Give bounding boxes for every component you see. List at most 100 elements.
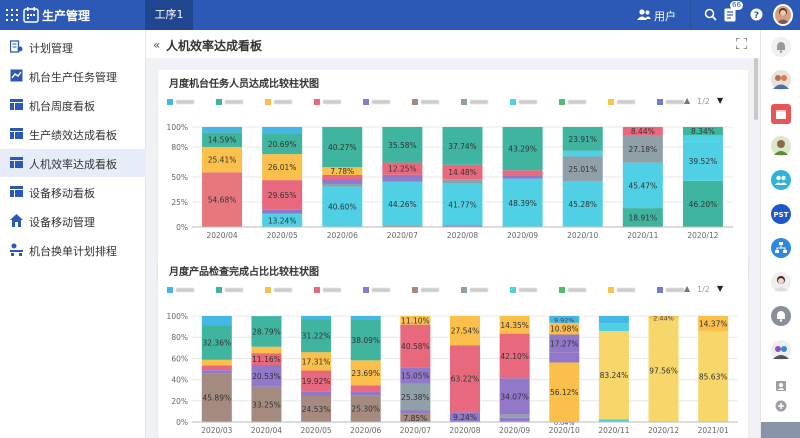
tab-process-1[interactable]: 工序1 <box>145 0 193 30</box>
add-icon[interactable] <box>771 396 791 416</box>
legend-item[interactable] <box>412 97 439 107</box>
bar-segment <box>442 127 483 165</box>
y-tick-label: 50% <box>171 173 188 182</box>
bar-segment <box>262 213 303 227</box>
pst-badge[interactable]: PST <box>771 204 791 224</box>
legend-prev-icon[interactable]: ▲ <box>684 96 691 105</box>
notification-doc-icon[interactable] <box>724 8 736 22</box>
data-label: 23.69% <box>351 369 380 378</box>
legend-item[interactable] <box>559 285 586 295</box>
legend-item[interactable] <box>461 97 488 107</box>
legend-item[interactable] <box>608 285 635 295</box>
x-tick-label: 2020/11 <box>627 231 658 240</box>
legend-item[interactable] <box>461 285 488 295</box>
sidebar-item-changeover-schedule[interactable]: 机台换单计划排程 <box>0 236 146 264</box>
contact-avatar[interactable] <box>771 272 791 292</box>
legend-item[interactable] <box>216 285 243 295</box>
bar-segment <box>301 316 332 320</box>
user-label[interactable]: 用户 <box>654 10 676 23</box>
legend-item[interactable] <box>216 97 243 107</box>
sidebar-item-machine-weekly-board[interactable]: 机台周度看板 <box>0 91 146 119</box>
bar-segment <box>400 410 431 414</box>
bar-segment <box>682 127 723 136</box>
sidebar-item-machine-task[interactable]: 机台生产任务管理 <box>0 62 146 90</box>
legend-item[interactable] <box>608 97 635 107</box>
legend-item[interactable] <box>314 285 341 295</box>
data-label: 7.78% <box>330 167 354 176</box>
legend-item[interactable] <box>412 285 439 295</box>
sidebar-item-device-move-board[interactable]: 设备移动看板 <box>0 178 146 206</box>
legend-label-blurred <box>225 99 243 104</box>
bar-segment <box>301 352 332 371</box>
legend-item[interactable] <box>657 285 684 295</box>
y-tick-label: 60% <box>171 354 188 363</box>
data-label: 32.36% <box>203 339 232 348</box>
user-avatar[interactable] <box>773 4 793 26</box>
apps-grid-icon[interactable] <box>6 9 18 21</box>
y-tick-label: 40% <box>171 376 188 385</box>
person-card-icon[interactable] <box>771 376 791 396</box>
legend-prev-icon[interactable]: ▲ <box>684 284 691 293</box>
x-tick-label: 2020/12 <box>648 426 679 435</box>
legend-item[interactable] <box>510 97 537 107</box>
legend-item[interactable] <box>167 97 194 107</box>
bar-segment <box>450 345 480 413</box>
legend-label-blurred <box>568 287 586 292</box>
legend-item[interactable] <box>510 285 537 295</box>
data-label: 35.58% <box>388 141 417 150</box>
legend-next-icon[interactable]: ▼ <box>717 284 724 293</box>
contact-avatar[interactable] <box>771 70 791 90</box>
users-icon[interactable] <box>637 8 651 21</box>
bell-icon[interactable] <box>771 37 791 57</box>
bar-segment <box>502 178 543 227</box>
sidebar-item-device-move-management[interactable]: 设备移动管理 <box>0 207 146 235</box>
bar-segment <box>562 150 603 157</box>
legend-item[interactable] <box>657 97 684 107</box>
bar-segment <box>382 181 423 226</box>
bar-segment <box>400 324 431 368</box>
data-label: 56.12% <box>550 388 579 397</box>
collapse-double-chevron-icon[interactable]: « <box>153 38 161 52</box>
group-icon[interactable] <box>771 170 791 190</box>
chart-card-product-inspection: 月度产品检查完成占比比较柱状图 ▲ 1/2 ▼ 100% 80% 60% 40% 20%… <box>158 258 748 438</box>
sidebar-item-plan-management[interactable]: 计划管理 <box>0 33 146 61</box>
page-scrollbar[interactable] <box>754 58 758 120</box>
x-tick-label: 2020/05 <box>301 426 332 435</box>
legend-item[interactable] <box>363 285 390 295</box>
data-label: 25.38% <box>401 393 430 402</box>
sidebar-item-production-performance-board[interactable]: 生产绩效达成看板 <box>0 120 146 148</box>
data-label: 40.27% <box>328 143 357 152</box>
legend-label-blurred <box>666 99 684 104</box>
calendar-icon[interactable] <box>771 104 791 124</box>
bar-segment <box>251 364 282 387</box>
search-icon[interactable] <box>704 8 717 21</box>
help-icon[interactable]: ? <box>750 8 763 21</box>
legend-item[interactable] <box>314 97 341 107</box>
legend-page-number: 1/2 <box>697 97 710 106</box>
contact-avatar[interactable] <box>771 136 791 156</box>
sidebar-item-label: 设备移动管理 <box>29 216 95 229</box>
bar-segment <box>450 412 480 422</box>
expand-panel-icon[interactable] <box>761 422 800 438</box>
legend-swatch <box>167 286 173 293</box>
legend-label-blurred <box>323 287 341 292</box>
bar-segment <box>201 365 232 371</box>
legend-item[interactable] <box>265 285 292 295</box>
legend-item[interactable] <box>559 97 586 107</box>
org-icon[interactable] <box>771 238 791 258</box>
legend-label-blurred <box>519 287 537 292</box>
data-label: 83.24% <box>600 371 629 380</box>
sidebar-item-efficiency-board[interactable]: 人机效率达成看板 <box>0 149 146 177</box>
data-label: 63.22% <box>451 375 480 384</box>
legend-item[interactable] <box>167 285 194 295</box>
legend-item[interactable] <box>363 97 390 107</box>
bar-segment <box>262 133 303 155</box>
data-label: 19.92% <box>302 377 331 386</box>
fullscreen-icon[interactable] <box>736 38 747 49</box>
notify-icon[interactable] <box>771 306 791 326</box>
legend-item[interactable] <box>265 97 292 107</box>
data-label: 25.01% <box>568 165 597 174</box>
data-label: 8.34% <box>691 127 715 136</box>
contact-avatar[interactable] <box>771 340 791 360</box>
legend-next-icon[interactable]: ▼ <box>717 96 724 105</box>
